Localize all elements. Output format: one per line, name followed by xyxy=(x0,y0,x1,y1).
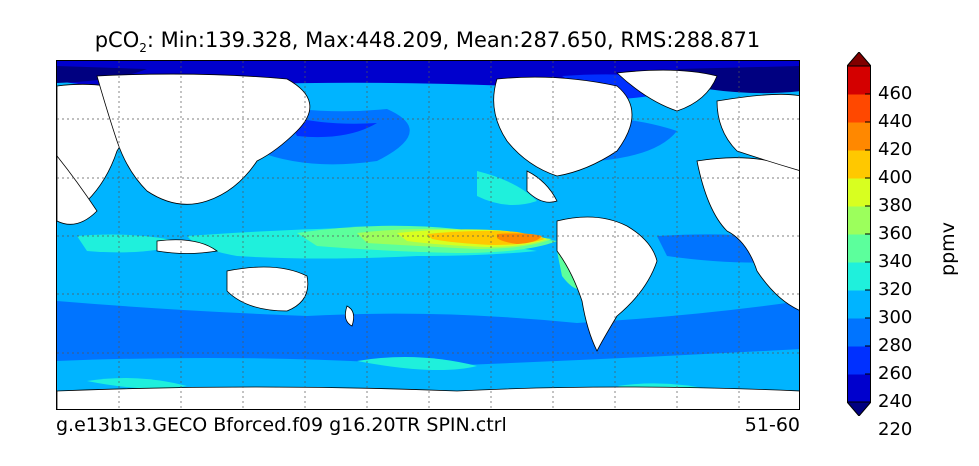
colorbar-tick-label: 360 xyxy=(878,223,913,244)
run-identifier: g.e13b13.GECO Bforced.f09 g16.20TR SPIN.… xyxy=(56,414,507,436)
colorbar-swatch xyxy=(847,262,871,291)
colorbar xyxy=(847,52,871,416)
colorbar-swatch xyxy=(847,206,871,235)
colorbar-extend-min xyxy=(847,401,871,416)
colorbar-swatch xyxy=(847,94,871,123)
colorbar-swatch xyxy=(847,178,871,207)
colorbar-swatch xyxy=(847,374,871,403)
title-prefix: pCO xyxy=(94,28,140,52)
title-stats: : Min:139.328, Max:448.209, Mean:287.650… xyxy=(146,28,761,52)
title-subscript: 2 xyxy=(139,41,147,56)
colorbar-tick-label: 240 xyxy=(878,391,913,412)
map-canvas xyxy=(57,61,799,409)
colorbar-tick-label: 420 xyxy=(878,139,913,160)
colorbar-tick-label: 220 xyxy=(878,419,913,440)
colorbar-swatch xyxy=(847,318,871,347)
colorbar-tick-label: 320 xyxy=(878,279,913,300)
colorbar-swatch xyxy=(847,150,871,179)
colorbar-tick-label: 340 xyxy=(878,251,913,272)
colorbar-unit-label: ppmv xyxy=(936,222,959,276)
colorbar-swatch xyxy=(847,346,871,375)
colorbar-swatch xyxy=(847,290,871,319)
colorbar-tick-label: 260 xyxy=(878,363,913,384)
colorbar-tick-label: 440 xyxy=(878,111,913,132)
colorbar-swatch xyxy=(847,234,871,263)
colorbar-swatch xyxy=(847,66,871,95)
colorbar-tick-label: 460 xyxy=(878,83,913,104)
colorbar-tick-label: 280 xyxy=(878,335,913,356)
colorbar-tick-label: 380 xyxy=(878,195,913,216)
colorbar-swatch xyxy=(847,122,871,151)
map-title: pCO2: Min:139.328, Max:448.209, Mean:287… xyxy=(0,28,855,55)
colorbar-tick-label: 300 xyxy=(878,307,913,328)
map-panel xyxy=(56,60,800,410)
year-range: 51-60 xyxy=(744,414,800,436)
colorbar-extend-max xyxy=(847,52,871,67)
colorbar-tick-label: 400 xyxy=(878,167,913,188)
